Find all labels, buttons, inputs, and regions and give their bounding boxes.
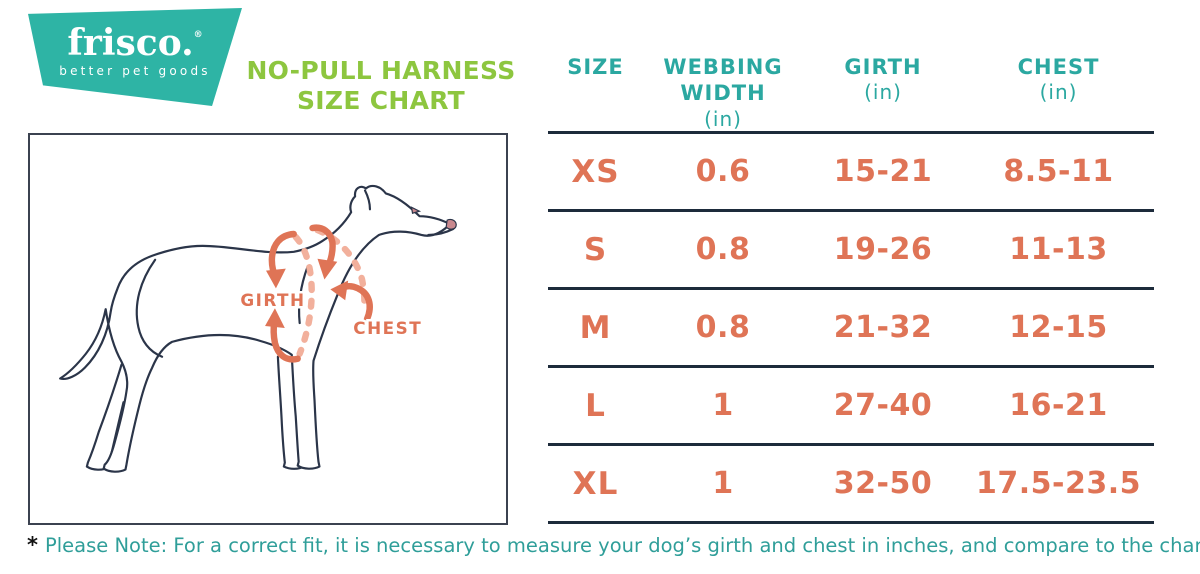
dog-mouth-line <box>427 227 455 237</box>
page-title-line1: NO-PULL HARNESS <box>246 56 516 85</box>
header-chest: CHEST (in) <box>1017 55 1100 105</box>
girth-dashed-far-side <box>292 233 315 357</box>
frisco-tagline: better pet goods <box>59 63 211 78</box>
table-header-row: SIZE WEBBING WIDTH (in) GIRTH (in) CHEST… <box>548 50 1154 131</box>
chest-cell: 17.5-23.5 <box>976 466 1141 501</box>
girth-top-arrowhead <box>266 268 286 289</box>
chest-bottom-arrowhead <box>330 280 349 301</box>
frisco-logo: frisco.® better pet goods <box>28 8 242 106</box>
dog-eye <box>410 206 422 214</box>
footnote: * Please Note: For a correct fit, it is n… <box>27 533 1200 557</box>
chest-cell: 8.5-11 <box>1003 154 1114 189</box>
frisco-wordmark-text: frisco. <box>67 21 194 64</box>
table-row: M 0.8 21-32 12-15 <box>548 287 1154 365</box>
table-row: XL 1 32-50 17.5-23.5 <box>548 443 1154 524</box>
webbing-width-cell: 1 <box>712 388 734 423</box>
footnote-asterisk: * <box>27 533 38 557</box>
chest-top-arrowhead <box>317 258 338 280</box>
size-cell: XL <box>572 465 619 502</box>
girth-cell: 15-21 <box>833 154 933 189</box>
dog-diagram-box: GIRTH CHEST <box>28 133 508 525</box>
chest-cell: 11-13 <box>1009 232 1108 267</box>
dog-body-outline <box>59 184 452 473</box>
frisco-wordmark: frisco.® <box>67 25 202 61</box>
dog-nose <box>445 218 457 230</box>
girth-label: GIRTH <box>240 290 305 310</box>
page-title-line2: SIZE CHART <box>296 85 465 115</box>
size-cell: XS <box>571 153 620 190</box>
size-cell: S <box>583 231 608 268</box>
girth-bottom-arrowhead <box>265 308 285 329</box>
girth-arrow-loop <box>265 230 315 363</box>
size-table: SIZE WEBBING WIDTH (in) GIRTH (in) CHEST… <box>548 50 1154 524</box>
page-title: NO-PULL HARNESS SIZE CHART <box>246 56 516 115</box>
dog-illustration: GIRTH CHEST <box>59 184 457 473</box>
dog-shoulder-line <box>298 265 309 325</box>
chest-arrow-loop <box>309 224 373 323</box>
chest-label: CHEST <box>353 318 422 338</box>
webbing-width-cell: 0.8 <box>695 310 751 345</box>
chest-cell: 16-21 <box>1009 388 1108 423</box>
size-cell: L <box>585 387 606 424</box>
dog-haunch-line <box>135 258 164 358</box>
girth-cell: 19-26 <box>833 232 933 267</box>
registered-trademark-icon: ® <box>193 29 203 40</box>
size-cell: M <box>579 309 612 346</box>
header-webbing-width: WEBBING WIDTH (in) <box>663 55 783 131</box>
webbing-width-cell: 0.8 <box>695 232 751 267</box>
footnote-text: Please Note: For a correct fit, it is ne… <box>44 534 1200 557</box>
webbing-width-cell: 0.6 <box>695 154 751 189</box>
webbing-width-cell: 1 <box>712 466 734 501</box>
girth-cell: 27-40 <box>833 388 933 423</box>
header-girth: GIRTH (in) <box>844 55 922 105</box>
girth-cell: 21-32 <box>833 310 933 345</box>
table-row: XS 0.6 15-21 8.5-11 <box>548 131 1154 209</box>
header-size: SIZE <box>567 55 624 79</box>
girth-cell: 32-50 <box>833 466 933 501</box>
chest-cell: 12-15 <box>1009 310 1108 345</box>
table-row: L 1 27-40 16-21 <box>548 365 1154 443</box>
table-row: S 0.8 19-26 11-13 <box>548 209 1154 287</box>
chest-top-arc <box>309 224 336 271</box>
dog-ear-line <box>363 189 372 211</box>
